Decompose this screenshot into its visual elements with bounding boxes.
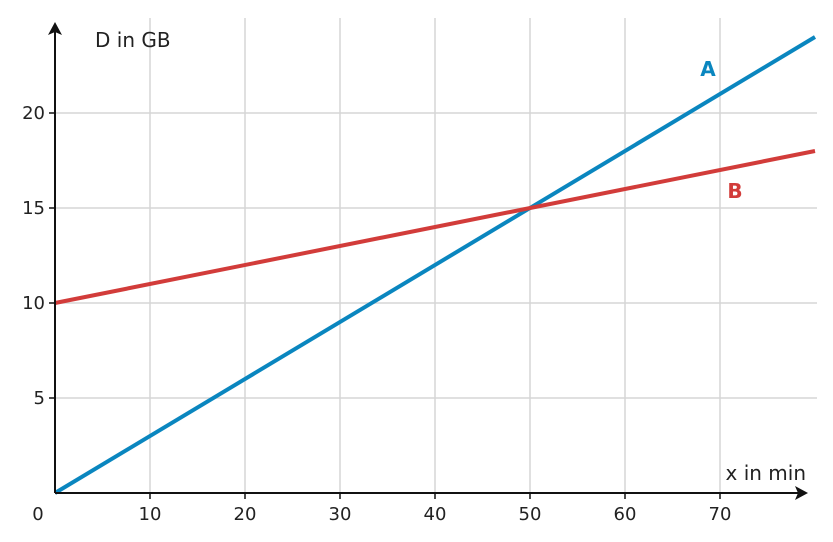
x-axis-arrowhead (795, 486, 808, 500)
labels: D in GB x in min 0 (32, 28, 806, 525)
x-tick-label: 70 (709, 504, 732, 525)
y-tick-label: 5 (34, 388, 45, 409)
y-tick-label: 10 (22, 293, 45, 314)
x-tick-label: 40 (424, 504, 447, 525)
x-tick-label: 20 (234, 504, 257, 525)
series-labels: AB (700, 57, 742, 203)
origin-label: 0 (32, 504, 43, 525)
x-tick-label: 60 (614, 504, 637, 525)
x-axis-label: x in min (726, 461, 807, 485)
series-line-b (54, 149, 816, 305)
ticks: 10 20 30 40 50 60 70 5 10 15 20 (22, 103, 731, 525)
series-line-a (53, 35, 817, 495)
x-tick-label: 30 (329, 504, 352, 525)
y-axis-arrowhead (48, 22, 62, 35)
x-tick-label: 10 (139, 504, 162, 525)
x-tick-label: 50 (519, 504, 542, 525)
y-axis-label: D in GB (95, 28, 171, 52)
series-label-b: B (727, 179, 742, 203)
series-lines (53, 35, 817, 495)
y-tick-label: 20 (22, 103, 45, 124)
y-tick-label: 15 (22, 198, 45, 219)
axes (48, 22, 808, 500)
grid (55, 18, 817, 493)
series-label-a: A (700, 57, 716, 81)
